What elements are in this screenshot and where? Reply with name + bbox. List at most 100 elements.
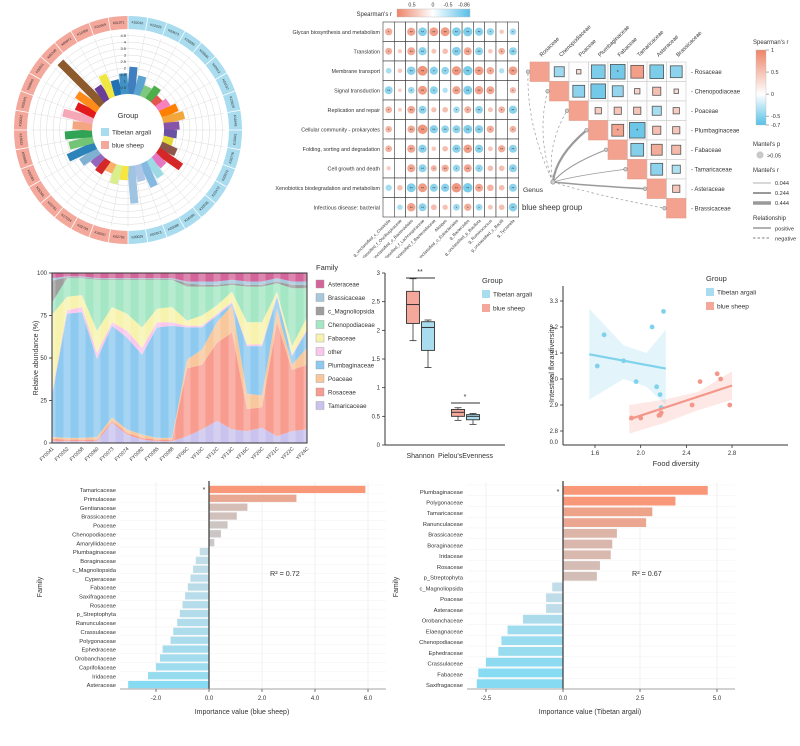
significance-mark: * [478, 205, 480, 210]
ko-label: K18932 [19, 133, 24, 145]
importance-bar [476, 679, 563, 689]
angular-gridline [163, 136, 224, 148]
importance-bar [173, 627, 209, 635]
ko-bar [145, 157, 164, 179]
significance-mark: ** [421, 29, 425, 34]
diagonal-cell [549, 81, 570, 102]
ko-label: K00845 [26, 78, 35, 90]
significance-mark: ** [410, 185, 414, 190]
family-label: Saxifragaceae [79, 595, 116, 601]
ring-divider [162, 224, 168, 238]
family-label: Tamaricaceae [427, 511, 463, 517]
ko-label: K02472 [211, 186, 221, 198]
correlation-square [633, 106, 642, 115]
y-break-tick-label: 0.0 [550, 440, 559, 446]
correlation-dot [474, 125, 484, 134]
angular-gridline [36, 142, 95, 164]
ko-bar [145, 85, 161, 103]
significance-mark: ** [421, 166, 425, 171]
correlation-dot [441, 66, 450, 75]
significance-mark: ** [511, 185, 515, 190]
significance-mark: ** [466, 146, 470, 151]
x-tick-label: 5.0 [713, 696, 722, 702]
x-axis-title: Importance value (blue sheep) [195, 709, 290, 716]
area-series-Tamaricaceae [52, 420, 307, 443]
genus-node [550, 179, 556, 185]
sample-stripe [93, 273, 101, 443]
family-label: Plumbaginaceae [420, 490, 463, 496]
area-series-Rosaceae [52, 322, 307, 442]
family-legend-svg: Family Asteraceae Brassicaceae c_Magnoliops… [315, 263, 375, 410]
spearman-legend-title: Spearman's r [753, 40, 789, 46]
correlation-dot [475, 164, 483, 173]
ko-bar [110, 79, 123, 97]
correlation-dot [407, 105, 416, 114]
ring-divider [178, 217, 186, 229]
mantel-p-label: >0.05 [767, 154, 781, 160]
data-point [714, 371, 720, 377]
importance-bar [563, 496, 676, 506]
correlation-dot [451, 66, 462, 76]
mantel-r-label: 0.244 [775, 191, 789, 197]
correlation-square [671, 164, 681, 174]
radial-tick-label: 3.5 [120, 46, 126, 51]
radial-tick-label: 3 [124, 53, 127, 58]
importance-bar [193, 565, 209, 573]
panel-pathway-genus-correlation: Spearman's r 0.5 0 -0.5 -0.86 * ** ** ** ** ** ** **… [253, 0, 520, 258]
significance-mark: ** [477, 107, 481, 112]
area-series-Chenopodiaceae [52, 278, 307, 347]
colorbar-tick: -0.86 [458, 3, 470, 9]
data-point [727, 402, 733, 408]
angular-gridline [134, 34, 146, 95]
significance-mark: * [501, 107, 503, 112]
angular-gridline [94, 163, 116, 222]
significance-mark: ** [455, 68, 459, 73]
significance-mark: * [512, 127, 514, 132]
sample-stripe [138, 273, 146, 443]
correlation-dot [418, 85, 428, 95]
ko-bar [104, 160, 117, 174]
significance-mark: ** [511, 146, 515, 151]
data-point [718, 376, 724, 382]
ring-divider [70, 217, 78, 229]
diagonal-cell [607, 139, 628, 160]
data-point [661, 309, 666, 314]
correlation-dot [418, 105, 427, 114]
correlation-dot [463, 144, 473, 154]
area-series-Plumbaginaceae [52, 296, 307, 438]
colorbar-tick: -0.7 [771, 123, 780, 129]
family-col-label: Poaceae [578, 39, 598, 59]
correlation-square [671, 144, 682, 155]
correlation-dot [463, 47, 472, 56]
significance-mark: ** [455, 146, 459, 151]
link-endpoint [642, 186, 648, 191]
correlation-dot [431, 146, 437, 152]
matrix-cell [394, 138, 406, 159]
panel-alpha-diversity-boxplot: 0 0.5 1 1.5 2 2.5 3 Shannon Pielou'sEvenness ** * G… [370, 256, 550, 480]
legend-label: Tibetan argali [493, 292, 532, 299]
correlation-dot [508, 203, 518, 212]
importance-bar [209, 503, 248, 511]
importance-bar [190, 574, 209, 582]
significance-mark: * [478, 166, 480, 171]
significance-mark: ** [477, 49, 481, 54]
significance-mark: ** [466, 185, 470, 190]
angular-gridline [53, 152, 101, 193]
panel-mantel-test: * * * Rosaceae Chenopodiaceae Poaceae Plumbagi… [520, 0, 800, 258]
importance-barchart-tibetan-argali: Plumbaginaceae * Polygonaceae Tamaricaceae R… [393, 481, 735, 716]
y-axis-title: Family [37, 576, 44, 597]
ko-label: K03572 [221, 169, 230, 181]
significance-mark: * [557, 489, 560, 496]
pathway-row-label: Translation [354, 49, 380, 55]
angular-gridline [65, 157, 106, 205]
ko-label: K14369 [76, 28, 88, 37]
importance-bar [486, 657, 563, 667]
importance-bar [546, 604, 563, 613]
correlation-dot [486, 66, 495, 75]
x-tick-label: 2.0 [258, 696, 267, 702]
family-label: Poaceae [93, 524, 116, 530]
matrix-cell [394, 158, 406, 179]
correlation-dot [417, 65, 428, 76]
ko-bar [90, 152, 106, 168]
correlation-dot [508, 47, 517, 56]
